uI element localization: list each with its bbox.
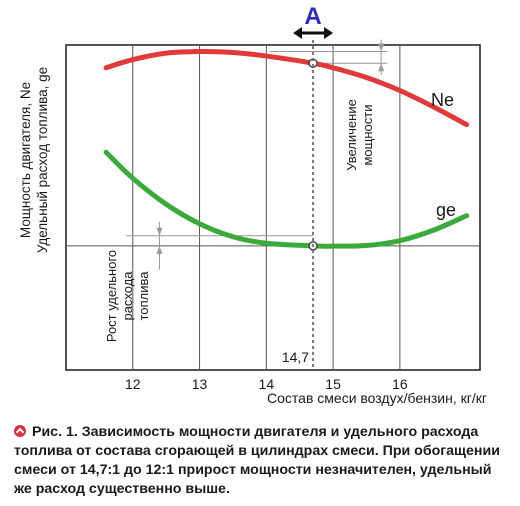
plot-frame — [65, 44, 481, 371]
x-axis-label: Состав смеси воздух/бензин, кг/кг — [267, 390, 487, 406]
range-label-A: A — [304, 3, 321, 30]
figure-caption: Рис. 1. Зависимость мощности двигателя и… — [14, 423, 510, 499]
x-tick-label: 15 — [325, 376, 341, 392]
grid — [66, 45, 480, 370]
x-tick-label: 16 — [392, 376, 408, 392]
series-group — [103, 48, 470, 251]
annotation-consumption-line2: расхода — [120, 271, 135, 321]
annotation-arrows — [156, 39, 388, 270]
y-axis-label-consumption: Удельный расход топлива, ge — [35, 67, 50, 253]
series-label-Ne: Ne — [431, 90, 454, 110]
series-line-ge — [103, 149, 470, 249]
annotation-power-line2: мощности — [360, 105, 375, 166]
annotation-power-line1: Увеличение — [344, 99, 359, 171]
annotation-consumption: Рост удельного расхода топлива — [104, 250, 151, 342]
tick-labels: 12 13 14 15 16 — [125, 376, 408, 392]
annotation-consumption-line3: топлива — [136, 271, 151, 321]
annotation-consumption-line1: Рост удельного — [104, 250, 119, 342]
annotation-power: Увеличение мощности — [344, 99, 375, 171]
y-axis-label-power: Мощность двигателя, Ne — [18, 82, 33, 238]
caption-text: Рис. 1. Зависимость мощности двигателя и… — [14, 424, 500, 497]
x-tick-label: 12 — [125, 376, 141, 392]
series-line-Ne — [103, 48, 470, 128]
x-tick-label: 13 — [192, 376, 208, 392]
series-label-ge: ge — [436, 200, 456, 220]
marker-label: 14,7 — [282, 349, 309, 365]
range-double-arrow-icon — [293, 27, 334, 39]
chart: 12 13 14 15 16 14,7 A Состав смеси воздух/бе… — [18, 3, 487, 406]
bullet-arrow-icon — [14, 425, 26, 437]
x-tick-label: 14 — [259, 376, 275, 392]
